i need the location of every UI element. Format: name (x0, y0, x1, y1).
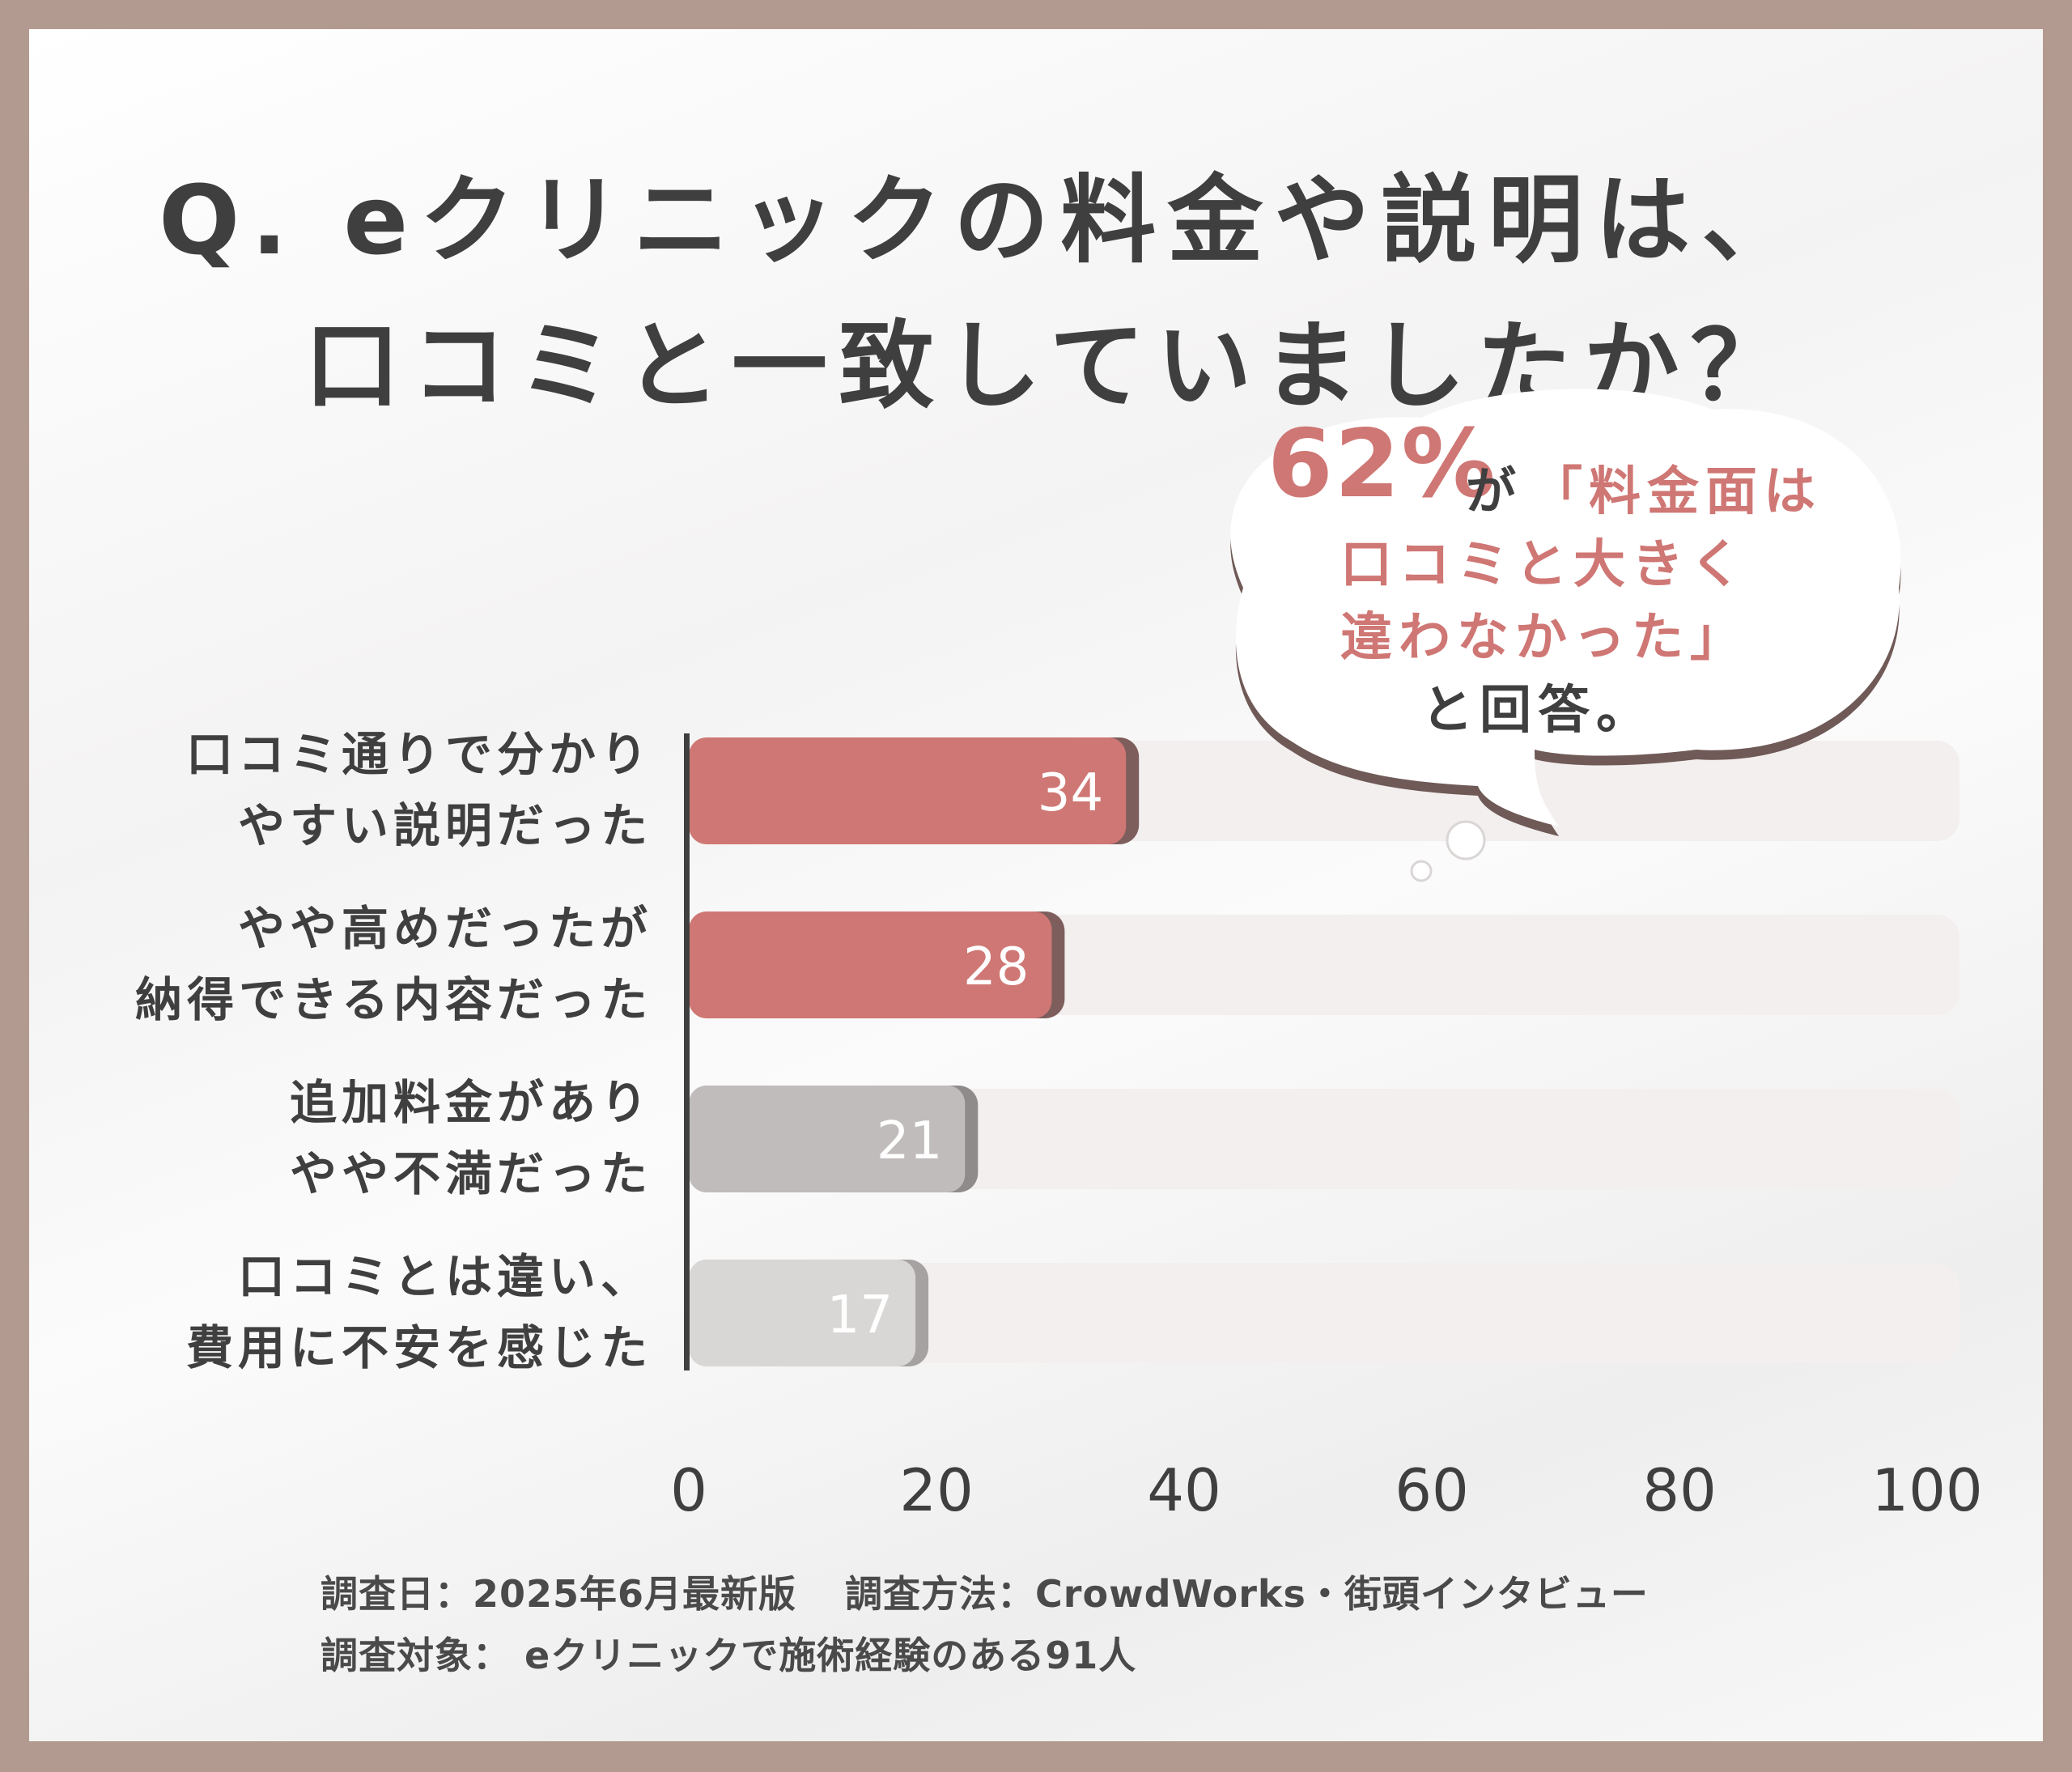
bar (689, 1260, 916, 1366)
bubble-dot-small (1410, 860, 1433, 882)
category-label: 口コミ通りで分かり (185, 727, 652, 782)
callout-answer: と回答。 (1421, 681, 1654, 741)
bar-value-label: 28 (963, 937, 1029, 997)
bar-track (689, 1089, 1959, 1189)
category-label: やすい説明だった (237, 798, 652, 853)
callout-line-1: 「料金面は (1531, 462, 1822, 522)
title-line-1: Q. eクリニックの料金や説明は、 (159, 164, 1809, 276)
x-tick-label: 80 (1642, 1456, 1717, 1524)
footnote-line-1: 調査日：2025年6月最新版 調査方法：CrowdWorks・街頭インタビュー (321, 1563, 1697, 1625)
bar-value-label: 34 (1038, 763, 1103, 823)
callout-percent: 62% (1267, 410, 1497, 519)
x-tick-label: 100 (1871, 1456, 1982, 1524)
bar-track (689, 1263, 1959, 1363)
x-tick-label: 20 (899, 1456, 974, 1524)
bar (689, 737, 1127, 844)
callout-particle: が (1466, 461, 1523, 521)
callout-line-3: 違わなかった」 (1340, 608, 1748, 668)
bar-value-label: 21 (877, 1111, 942, 1171)
x-tick-label: 0 (670, 1456, 707, 1524)
category-label: 費用に不安を感じた (185, 1320, 652, 1375)
infographic-card: Q. eクリニックの料金や説明は、 口コミと一致していましたか？ 34 28 21 1… (29, 29, 2043, 1741)
survey-target: 調査対象： eクリニックで施術経験のある91人 (321, 1634, 1137, 1677)
bar-value-label: 17 (827, 1285, 893, 1345)
bar (689, 911, 1052, 1018)
speech-bubble-body (1230, 389, 1901, 827)
y-axis-line (684, 733, 690, 1370)
survey-footnote: 調査日：2025年6月最新版 調査方法：CrowdWorks・街頭インタビュー 調… (321, 1563, 1697, 1686)
category-labels: 口コミ通りで分かりやすい説明だった やや高めだったが納得できる内容だった追加料金が… (29, 29, 652, 1741)
category-label: やや高めだったが (237, 901, 652, 956)
bubble-dot-large (1446, 820, 1486, 861)
speech-bubble (1230, 389, 1901, 882)
category-label: 追加料金があり (289, 1075, 652, 1130)
survey-date: 調査日：2025年6月最新版 (321, 1572, 797, 1616)
callout-line-2: 口コミと大きく (1340, 535, 1748, 595)
category-label: やや不満だった (289, 1146, 652, 1201)
category-label: 納得できる内容だった (135, 972, 652, 1027)
category-label: 口コミとは違い、 (237, 1249, 652, 1304)
survey-method: 調査方法：CrowdWorks・街頭インタビュー (845, 1572, 1649, 1616)
x-tick-label: 60 (1395, 1456, 1469, 1524)
bar-chart: 34 28 21 17 0 20 40 60 80 100 (670, 733, 1983, 1524)
x-tick-label: 40 (1147, 1456, 1221, 1524)
bar (689, 1086, 966, 1192)
